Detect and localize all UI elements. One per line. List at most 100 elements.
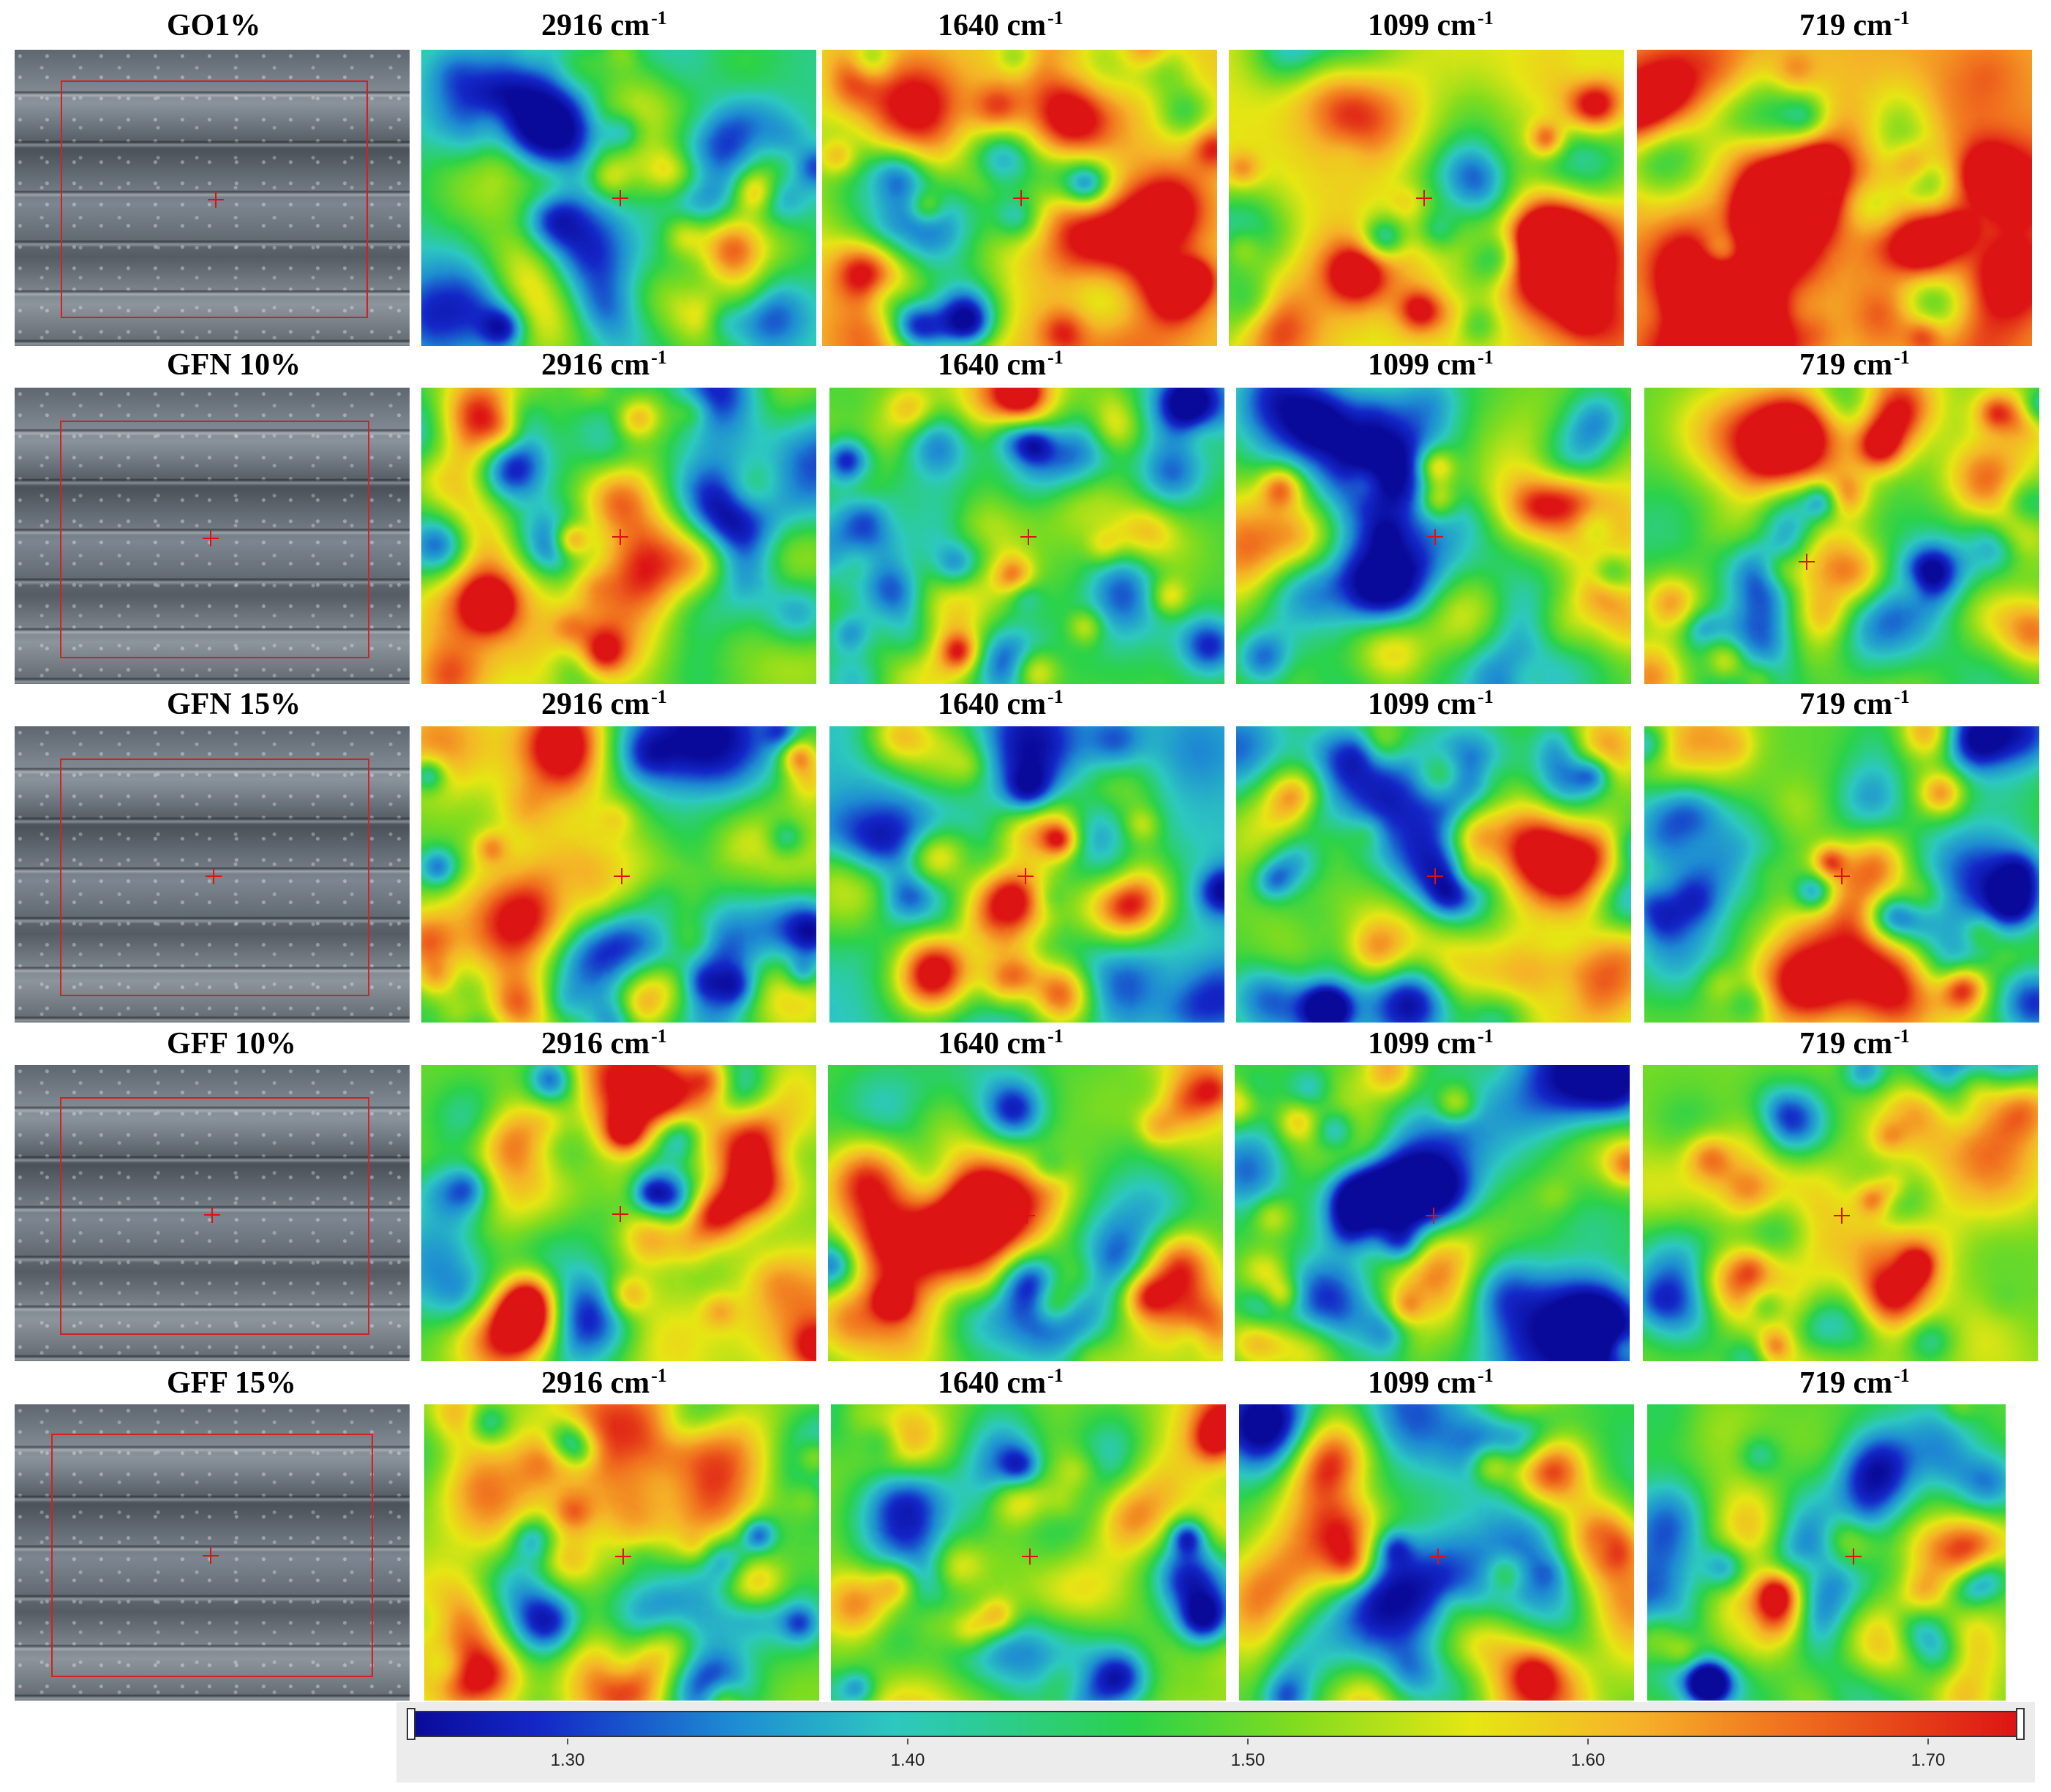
row-label: GFF 15% xyxy=(167,1366,296,1400)
colorbar-tick xyxy=(1587,1739,1589,1744)
crosshair-marker xyxy=(208,192,224,208)
column-exponent: -1 xyxy=(1478,7,1494,29)
crosshair-marker xyxy=(1427,529,1443,545)
column-unit: cm xyxy=(1006,1366,1047,1400)
column-label: 1099 cm-1 xyxy=(1368,1027,1494,1060)
column-number: 2916 xyxy=(541,9,603,42)
colorbar-max-handle[interactable] xyxy=(2016,1708,2025,1740)
colorbar-tick xyxy=(567,1739,568,1744)
sample-photo xyxy=(15,1404,410,1701)
colorbar-tick-label: 1.50 xyxy=(1230,1750,1265,1770)
column-number: 719 xyxy=(1799,1366,1845,1400)
row-label: GO1% xyxy=(167,9,261,42)
column-unit: cm xyxy=(610,688,650,721)
crosshair-marker xyxy=(1834,1208,1850,1224)
column-number: 1640 xyxy=(938,9,999,42)
column-unit: cm xyxy=(1853,1366,1893,1400)
column-unit: cm xyxy=(1853,1027,1893,1061)
column-exponent: -1 xyxy=(1047,347,1064,368)
heatmap-map xyxy=(1637,50,2032,346)
column-label: 1640 cm-1 xyxy=(938,1366,1064,1400)
crosshair-marker xyxy=(203,530,219,546)
crosshair-marker xyxy=(612,1206,628,1222)
crosshair-marker xyxy=(1426,1208,1442,1224)
crosshair-marker xyxy=(1022,1548,1038,1565)
column-unit: cm xyxy=(1006,1027,1047,1061)
colorbar-gradient xyxy=(411,1711,2020,1737)
heatmap-map xyxy=(1236,388,1631,684)
column-unit: cm xyxy=(1853,348,1893,382)
heatmap-canvas xyxy=(1644,388,2039,684)
colorbar-tick-label: 1.30 xyxy=(550,1750,585,1770)
column-number: 719 xyxy=(1799,9,1845,42)
heatmap-map xyxy=(1647,1404,2006,1701)
colorbar-tick-label: 1.40 xyxy=(890,1750,925,1770)
column-number: 1640 xyxy=(938,1366,999,1400)
crosshair-marker xyxy=(1834,868,1850,884)
row-label: GFF 10% xyxy=(167,1027,296,1061)
column-label: 719 cm-1 xyxy=(1799,1025,1910,1061)
column-number: 719 xyxy=(1799,1027,1845,1061)
column-label: 2916 cm-1 xyxy=(541,1365,667,1400)
column-exponent: -1 xyxy=(1894,347,1910,368)
column-label: 719 cm-1 xyxy=(1799,686,1910,721)
column-exponent: -1 xyxy=(651,7,667,29)
column-exponent: -1 xyxy=(1047,7,1064,29)
column-number: 2916 xyxy=(541,1366,603,1400)
heatmap-map xyxy=(1644,726,2039,1023)
heatmap-canvas xyxy=(1235,1065,1630,1361)
column-unit: cm xyxy=(610,1366,650,1400)
column-exponent: -1 xyxy=(1894,686,1910,707)
column-label: 2916 cm-1 xyxy=(541,348,667,382)
crosshair-marker xyxy=(1826,190,1843,206)
sample-photo xyxy=(15,388,410,684)
roi-box xyxy=(60,421,369,658)
column-exponent: -1 xyxy=(1478,1365,1494,1386)
heatmap-map xyxy=(1229,50,1624,346)
colorbar-min-handle[interactable] xyxy=(407,1708,415,1740)
crosshair-marker xyxy=(1019,1208,1035,1224)
heatmap-map xyxy=(421,50,816,346)
column-number: 2916 xyxy=(541,688,603,721)
column-exponent: -1 xyxy=(1047,686,1064,707)
heatmap-map xyxy=(828,1065,1223,1361)
crosshair-marker xyxy=(1017,868,1034,884)
colorbar-tick-label: 1.70 xyxy=(1911,1750,1946,1770)
roi-box xyxy=(60,758,369,996)
column-number: 719 xyxy=(1799,688,1845,721)
heatmap-map xyxy=(421,388,816,684)
column-label: 1640 cm-1 xyxy=(938,347,1064,381)
heatmap-canvas xyxy=(829,388,1224,684)
colorbar-tick xyxy=(1247,1739,1249,1744)
column-number: 1640 xyxy=(938,688,999,721)
crosshair-marker xyxy=(1416,190,1432,206)
column-label: 1640 cm-1 xyxy=(938,1027,1064,1061)
column-exponent: -1 xyxy=(1894,1365,1910,1386)
crosshair-marker xyxy=(612,190,628,206)
heatmap-map xyxy=(424,1404,819,1701)
colorbar-tick-label: 1.60 xyxy=(1570,1750,1606,1770)
crosshair-marker xyxy=(1427,868,1443,884)
heatmap-canvas xyxy=(1236,726,1631,1023)
crosshair-marker xyxy=(615,1548,631,1565)
colorbar-tick xyxy=(907,1739,908,1744)
column-number: 719 xyxy=(1799,348,1845,382)
sample-photo xyxy=(15,726,410,1023)
column-number: 2916 xyxy=(541,348,603,382)
column-number: 1099 xyxy=(1368,348,1429,382)
column-unit: cm xyxy=(1006,9,1047,42)
column-number: 1640 xyxy=(938,1027,999,1061)
column-number: 2916 xyxy=(541,1027,603,1061)
crosshair-marker xyxy=(1430,1548,1446,1565)
heatmap-canvas xyxy=(424,1404,819,1701)
column-exponent: -1 xyxy=(651,1365,667,1386)
column-unit: cm xyxy=(1006,688,1047,721)
crosshair-marker xyxy=(1845,1548,1862,1565)
heatmap-canvas xyxy=(831,1404,1226,1701)
column-number: 1099 xyxy=(1368,9,1429,42)
crosshair-marker xyxy=(204,1207,220,1223)
heatmap-map xyxy=(822,50,1217,346)
column-exponent: -1 xyxy=(1894,1025,1910,1047)
column-label: 719 cm-1 xyxy=(1799,347,1910,382)
column-label: 2916 cm-1 xyxy=(541,1027,667,1061)
